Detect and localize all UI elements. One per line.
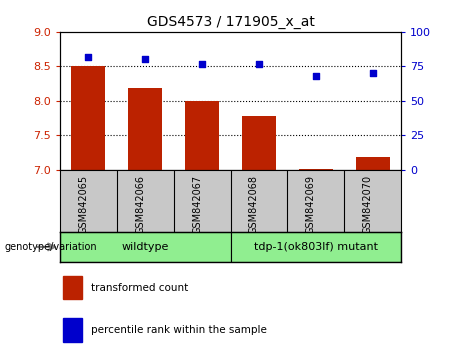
Text: genotype/variation: genotype/variation [5, 242, 97, 252]
Point [142, 57, 149, 62]
Text: percentile rank within the sample: percentile rank within the sample [91, 325, 266, 335]
Point [312, 73, 319, 79]
Bar [63, 276, 82, 299]
Bar [60, 232, 230, 262]
Text: GSM842065: GSM842065 [78, 175, 89, 234]
Bar [185, 101, 219, 170]
Title: GDS4573 / 171905_x_at: GDS4573 / 171905_x_at [147, 16, 314, 29]
Point [255, 61, 263, 67]
Text: GSM842069: GSM842069 [306, 175, 316, 234]
Bar [71, 67, 106, 170]
Text: GSM842070: GSM842070 [363, 175, 372, 234]
Point [198, 61, 206, 67]
Bar [230, 232, 401, 262]
Bar [355, 158, 390, 170]
Text: GSM842067: GSM842067 [192, 175, 202, 234]
Bar [242, 116, 276, 170]
Bar [299, 169, 333, 170]
Point [369, 70, 376, 76]
Bar [63, 318, 82, 342]
Text: GSM842066: GSM842066 [135, 175, 145, 234]
Text: wildtype: wildtype [122, 242, 169, 252]
Text: transformed count: transformed count [91, 282, 188, 293]
Bar [128, 88, 162, 170]
Text: tdp-1(ok803lf) mutant: tdp-1(ok803lf) mutant [254, 242, 378, 252]
Text: GSM842068: GSM842068 [249, 175, 259, 234]
Point [85, 54, 92, 59]
